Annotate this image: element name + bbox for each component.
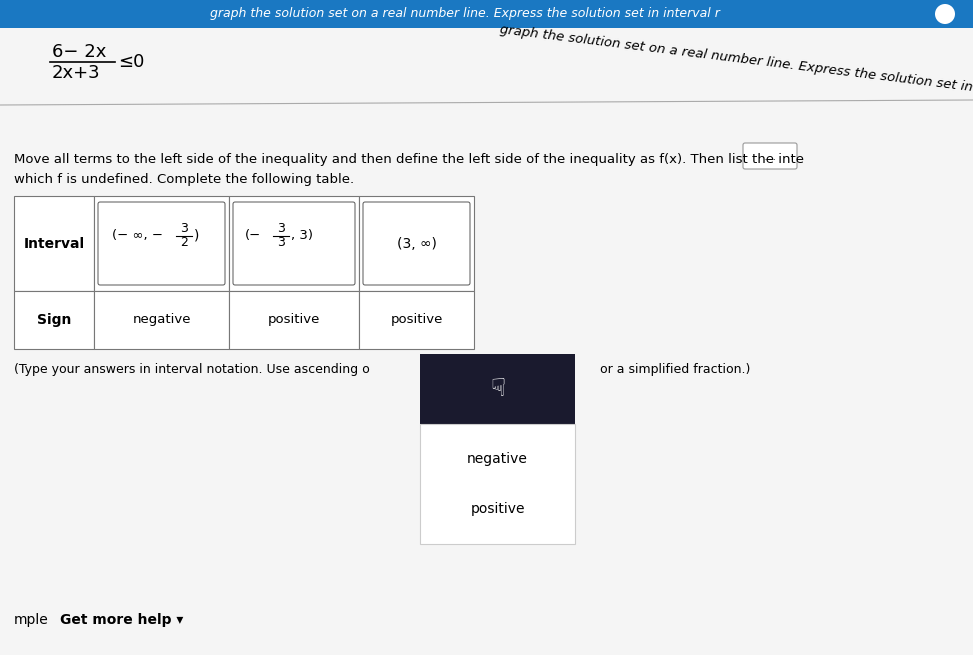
Text: which f is undefined. Complete the following table.: which f is undefined. Complete the follo…: [14, 174, 354, 187]
Text: 3: 3: [277, 222, 285, 235]
Text: , 3): , 3): [291, 229, 313, 242]
Circle shape: [935, 4, 955, 24]
Text: 2: 2: [180, 236, 188, 249]
Text: or a simplified fraction.): or a simplified fraction.): [600, 362, 750, 375]
FancyBboxPatch shape: [363, 202, 470, 285]
Bar: [0, 0, 973, 28]
Bar: [94, 291, 229, 349]
Text: ): ): [194, 229, 199, 242]
Text: (− ∞, −: (− ∞, −: [112, 229, 163, 242]
Bar: [420, 354, 575, 424]
Text: 2x+3: 2x+3: [52, 64, 100, 82]
Text: …: …: [764, 149, 776, 162]
FancyBboxPatch shape: [743, 143, 797, 169]
Text: positive: positive: [470, 502, 524, 516]
Bar: [359, 196, 474, 291]
Text: ☟: ☟: [489, 377, 505, 401]
Bar: [420, 424, 575, 544]
Text: (−: (−: [245, 229, 261, 242]
Bar: [359, 291, 474, 349]
Text: 6− 2x: 6− 2x: [52, 43, 106, 61]
FancyBboxPatch shape: [98, 202, 225, 285]
Text: 3: 3: [180, 222, 188, 235]
Text: Get more help ▾: Get more help ▾: [60, 613, 183, 627]
Text: mple: mple: [14, 613, 49, 627]
Bar: [14, 196, 94, 291]
Text: positive: positive: [268, 314, 320, 326]
Text: graph the solution set on a real number line. Express the solution set in interv: graph the solution set on a real number …: [210, 7, 720, 20]
Bar: [229, 196, 359, 291]
Bar: [14, 291, 94, 349]
Bar: [229, 291, 359, 349]
Text: negative: negative: [132, 314, 191, 326]
Text: positive: positive: [390, 314, 443, 326]
Text: (3, ∞): (3, ∞): [397, 236, 437, 250]
Bar: [94, 196, 229, 291]
Text: 3: 3: [277, 236, 285, 249]
Text: ≤0: ≤0: [118, 53, 144, 71]
FancyBboxPatch shape: [233, 202, 355, 285]
Text: Move all terms to the left side of the inequality and then define the left side : Move all terms to the left side of the i…: [14, 153, 804, 166]
Text: Sign: Sign: [37, 313, 71, 327]
Text: graph the solution set on a real number line. Express the solution set in interv: graph the solution set on a real number …: [499, 24, 973, 102]
Text: Interval: Interval: [23, 236, 85, 250]
Text: (Type your answers in interval notation. Use ascending o: (Type your answers in interval notation.…: [14, 362, 370, 375]
Text: negative: negative: [467, 452, 528, 466]
